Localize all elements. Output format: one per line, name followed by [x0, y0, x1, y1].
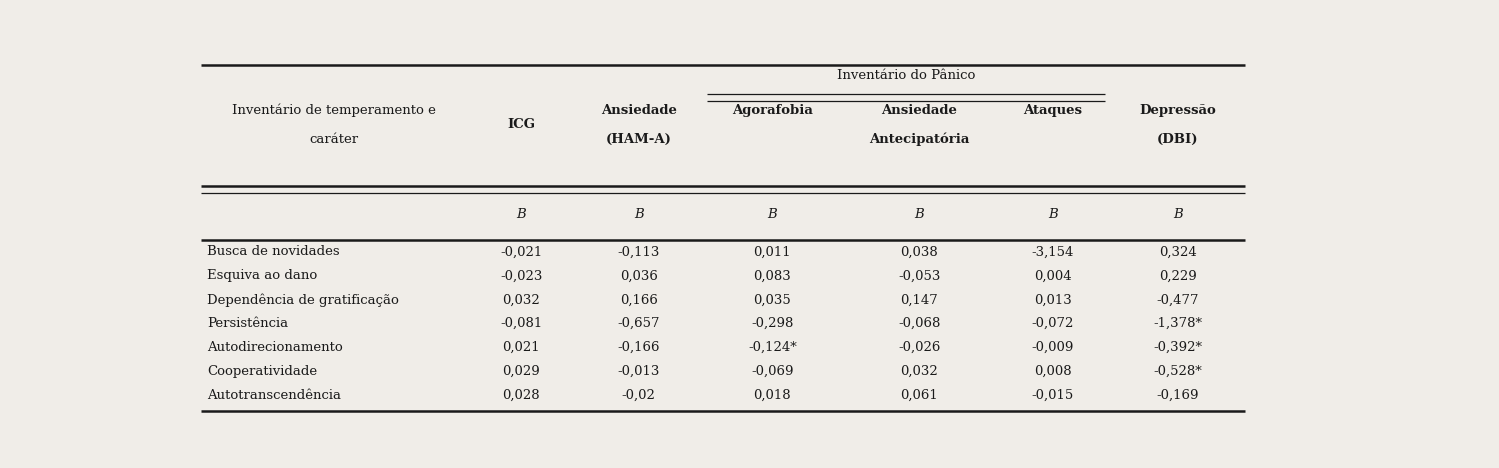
- Text: -0,053: -0,053: [898, 270, 940, 282]
- Text: B: B: [914, 208, 925, 221]
- Text: 0,011: 0,011: [754, 245, 791, 258]
- Text: 0,004: 0,004: [1034, 270, 1072, 282]
- Text: 0,028: 0,028: [502, 389, 540, 402]
- Text: B: B: [767, 208, 776, 221]
- Text: Agorafobia: Agorafobia: [732, 104, 812, 117]
- Text: Ansiedade: Ansiedade: [601, 104, 676, 117]
- Text: Cooperatividade: Cooperatividade: [207, 365, 318, 378]
- Text: 0,061: 0,061: [901, 389, 938, 402]
- Text: B: B: [517, 208, 526, 221]
- Text: -0,023: -0,023: [501, 270, 543, 282]
- Text: 0,021: 0,021: [502, 341, 540, 354]
- Text: -1,378*: -1,378*: [1153, 317, 1202, 330]
- Text: 0,036: 0,036: [619, 270, 658, 282]
- Text: -0,069: -0,069: [751, 365, 793, 378]
- Text: Autodirecionamento: Autodirecionamento: [207, 341, 343, 354]
- Text: Autotranscendência: Autotranscendência: [207, 389, 342, 402]
- Text: -0,166: -0,166: [618, 341, 660, 354]
- Text: -0,072: -0,072: [1031, 317, 1075, 330]
- Text: Antecipatória: Antecipatória: [869, 132, 970, 146]
- Text: -0,392*: -0,392*: [1153, 341, 1202, 354]
- Text: -0,113: -0,113: [618, 245, 660, 258]
- Text: (HAM-A): (HAM-A): [606, 132, 672, 146]
- Text: -0,528*: -0,528*: [1153, 365, 1202, 378]
- Text: 0,324: 0,324: [1159, 245, 1196, 258]
- Text: -0,298: -0,298: [751, 317, 793, 330]
- Text: -0,657: -0,657: [618, 317, 660, 330]
- Text: Ansiedade: Ansiedade: [881, 104, 958, 117]
- Text: -3,154: -3,154: [1031, 245, 1075, 258]
- Text: -0,013: -0,013: [618, 365, 660, 378]
- Text: Inventário do Pânico: Inventário do Pânico: [836, 69, 974, 82]
- Text: 0,032: 0,032: [502, 293, 540, 306]
- Text: 0,013: 0,013: [1034, 293, 1072, 306]
- Text: -0,068: -0,068: [898, 317, 940, 330]
- Text: -0,015: -0,015: [1031, 389, 1073, 402]
- Text: Depressão: Depressão: [1139, 104, 1216, 117]
- Text: -0,169: -0,169: [1157, 389, 1199, 402]
- Text: (DBI): (DBI): [1157, 132, 1199, 146]
- Text: Inventário de temperamento e: Inventário de temperamento e: [232, 103, 436, 117]
- Text: -0,081: -0,081: [501, 317, 543, 330]
- Text: -0,021: -0,021: [501, 245, 543, 258]
- Text: -0,009: -0,009: [1031, 341, 1075, 354]
- Text: 0,229: 0,229: [1159, 270, 1196, 282]
- Text: 0,032: 0,032: [901, 365, 938, 378]
- Text: 0,038: 0,038: [901, 245, 938, 258]
- Text: 0,029: 0,029: [502, 365, 540, 378]
- Text: -0,124*: -0,124*: [748, 341, 796, 354]
- Text: B: B: [634, 208, 643, 221]
- Text: 0,166: 0,166: [619, 293, 658, 306]
- Text: caráter: caráter: [309, 132, 358, 146]
- Text: Busca de novidades: Busca de novidades: [207, 245, 340, 258]
- Text: B: B: [1048, 208, 1058, 221]
- Text: Ataques: Ataques: [1024, 104, 1082, 117]
- Text: -0,026: -0,026: [898, 341, 940, 354]
- Text: 0,008: 0,008: [1034, 365, 1072, 378]
- Text: 0,083: 0,083: [754, 270, 791, 282]
- Text: 0,147: 0,147: [901, 293, 938, 306]
- Text: Persistência: Persistência: [207, 317, 288, 330]
- Text: -0,02: -0,02: [622, 389, 655, 402]
- Text: 0,035: 0,035: [754, 293, 791, 306]
- Text: Dependência de gratificação: Dependência de gratificação: [207, 293, 399, 307]
- Text: 0,018: 0,018: [754, 389, 791, 402]
- Text: ICG: ICG: [507, 118, 535, 131]
- Text: -0,477: -0,477: [1157, 293, 1199, 306]
- Text: B: B: [1172, 208, 1183, 221]
- Text: Esquiva ao dano: Esquiva ao dano: [207, 270, 318, 282]
